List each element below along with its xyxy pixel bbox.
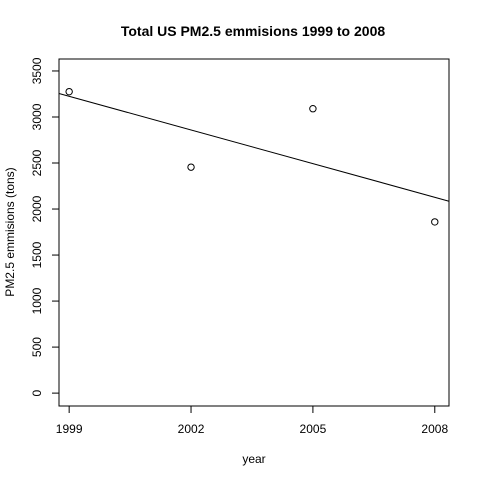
chart-title: Total US PM2.5 emmisions 1999 to 2008 [121, 23, 386, 39]
y-tick-label: 1000 [30, 287, 44, 314]
plot-frame [58, 58, 450, 407]
x-tick-label: 2005 [300, 422, 327, 436]
data-point-2008 [431, 218, 439, 226]
data-points [65, 87, 439, 226]
y-tick-label: 0 [30, 389, 44, 396]
x-axis: 1999 2002 2005 2008 [56, 406, 448, 436]
x-tick-label: 1999 [56, 422, 83, 436]
data-point-1999 [65, 87, 73, 96]
trendline-group [58, 93, 450, 202]
data-point-2002 [187, 163, 195, 171]
trendline [58, 93, 450, 202]
data-point-2005 [309, 105, 317, 113]
y-tick-label: 1500 [30, 241, 44, 268]
x-tick-label: 2002 [178, 422, 205, 436]
y-axis: 0 500 1000 1500 2000 2500 3000 3500 [30, 57, 59, 396]
y-tick-label: 500 [30, 337, 44, 357]
y-tick-label: 3500 [30, 57, 44, 84]
y-axis-label: PM2.5 emmisions (tons) [3, 167, 17, 296]
y-tick-label: 3000 [30, 103, 44, 130]
x-axis-label: year [242, 452, 265, 466]
y-tick-label: 2500 [30, 149, 44, 176]
x-tick-label: 2008 [421, 422, 448, 436]
y-tick-label: 2000 [30, 195, 44, 222]
